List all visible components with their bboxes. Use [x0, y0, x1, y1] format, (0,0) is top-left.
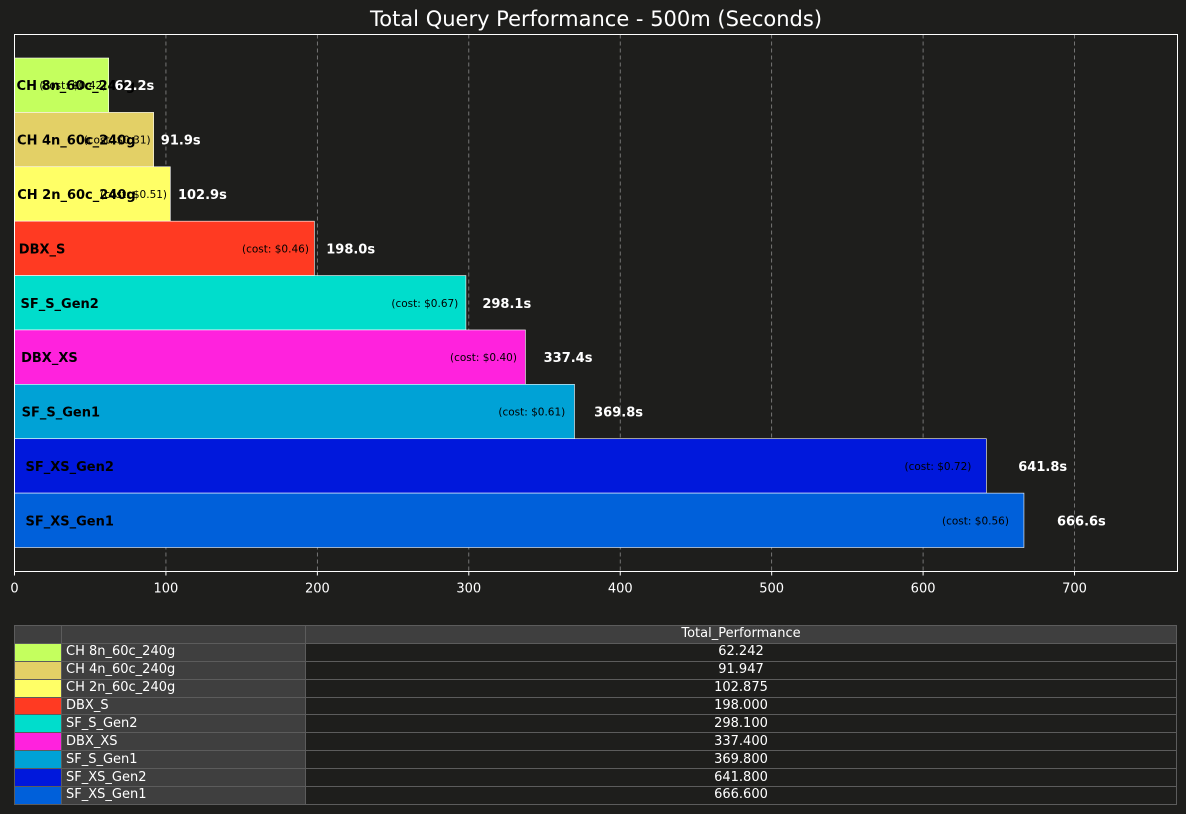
bar-cost-label: (cost: $0.31)	[84, 135, 151, 147]
bar-category-label: SF_S_Gen2	[20, 297, 98, 312]
x-tick-label: 400	[608, 582, 633, 597]
x-tick-label: 700	[1062, 582, 1087, 597]
bar-category-label: DBX_S	[19, 242, 66, 257]
bar-cost-label: (cost: $0.67)	[391, 298, 458, 310]
x-tick-label: 500	[759, 582, 784, 597]
row-value-cell: 641.800	[305, 768, 1177, 788]
table-row: SF_S_Gen2 298.100	[14, 714, 1177, 734]
bar	[14, 329, 526, 385]
x-tick-label: 200	[305, 582, 330, 597]
bar	[14, 492, 1025, 548]
bar-category-label: CH 4n_60c_240g	[17, 134, 136, 149]
color-swatch	[14, 678, 62, 698]
header-total-performance: Total_Performance	[305, 625, 1177, 644]
x-tick-label: 300	[456, 582, 481, 597]
table-row: SF_S_Gen1 369.800	[14, 750, 1177, 770]
bar-value-label: 91.9s	[161, 134, 201, 149]
chart-title: Total Query Performance - 500m (Seconds)	[369, 7, 822, 31]
color-swatch	[14, 786, 62, 805]
row-value-cell: 91.947	[305, 660, 1177, 680]
row-name-cell: SF_XS_Gen2	[61, 768, 306, 788]
row-name-cell: DBX_XS	[61, 732, 306, 752]
bar-category-label: SF_XS_Gen1	[26, 514, 114, 529]
row-name-cell: DBX_S	[61, 696, 306, 716]
x-tick-label: 100	[154, 582, 179, 597]
row-name-cell: CH 8n_60c_240g	[61, 642, 306, 662]
data-table: Total_Performance CH 8n_60c_240g 62.242 CH…	[14, 625, 1177, 805]
bar-cost-label: (cost: $0.40)	[450, 352, 517, 364]
row-name-cell: CH 2n_60c_240g	[61, 678, 306, 698]
header-name-cell	[61, 625, 306, 644]
color-swatch	[14, 768, 62, 788]
x-tick-label: 0	[10, 582, 18, 597]
bar-cost-label: (cost: $0.72)	[904, 461, 971, 473]
bar-cost-label: (cost: $0.46)	[242, 243, 309, 255]
bar-value-label: 666.6s	[1057, 514, 1106, 529]
bar-value-label: 641.8s	[1018, 460, 1067, 475]
table-row: CH 4n_60c_240g 91.947	[14, 660, 1177, 680]
row-value-cell: 298.100	[305, 714, 1177, 734]
color-swatch	[14, 732, 62, 752]
bar-category-label: SF_XS_Gen2	[26, 460, 114, 475]
row-name-cell: SF_S_Gen2	[61, 714, 306, 734]
row-value-cell: 198.000	[305, 696, 1177, 716]
row-value-cell: 102.875	[305, 678, 1177, 698]
table-row: SF_XS_Gen2 641.800	[14, 768, 1177, 788]
bar	[14, 275, 467, 331]
bar-category-label: DBX_XS	[21, 351, 78, 366]
x-tick-label: 600	[911, 582, 936, 597]
bar-category-label: CH 2n_60c_240g	[17, 188, 136, 203]
plot-frame	[14, 34, 1178, 572]
bar-value-label: 62.2s	[114, 79, 154, 94]
table-row: CH 2n_60c_240g 102.875	[14, 678, 1177, 698]
row-value-cell: 62.242	[305, 642, 1177, 662]
color-swatch	[14, 660, 62, 680]
color-swatch	[14, 714, 62, 734]
bar	[14, 384, 575, 440]
bar-value-label: 337.4s	[544, 351, 593, 366]
table-row: DBX_XS 337.400	[14, 732, 1177, 752]
bar-cost-label: (cost: $0.56)	[942, 515, 1009, 527]
row-value-cell: 337.400	[305, 732, 1177, 752]
color-swatch	[14, 642, 62, 662]
row-name-cell: SF_S_Gen1	[61, 750, 306, 770]
table-row: SF_XS_Gen1 666.600	[14, 786, 1177, 805]
bar-value-label: 298.1s	[482, 297, 531, 312]
bar-cost-label: (cost: $0.42)	[39, 80, 106, 92]
row-name-cell: CH 4n_60c_240g	[61, 660, 306, 680]
bar-category-label: SF_S_Gen1	[22, 406, 100, 421]
bar-chart: Total Query Performance - 500m (Seconds)…	[10, 7, 1178, 597]
table-row: DBX_S 198.000	[14, 696, 1177, 716]
color-swatch	[14, 696, 62, 716]
color-swatch	[14, 750, 62, 770]
header-swatch-cell	[14, 625, 62, 644]
row-value-cell: 666.600	[305, 786, 1177, 805]
table-row: CH 8n_60c_240g 62.242	[14, 642, 1177, 662]
row-name-cell: SF_XS_Gen1	[61, 786, 306, 805]
bar	[14, 438, 987, 494]
bar-cost-label: (cost: $0.51)	[100, 189, 167, 201]
table-header-row: Total_Performance	[14, 625, 1177, 644]
bar-cost-label: (cost: $0.61)	[498, 407, 565, 419]
bar-value-label: 369.8s	[594, 406, 643, 421]
bar-value-label: 198.0s	[326, 242, 375, 257]
bar-value-label: 102.9s	[178, 188, 227, 203]
row-value-cell: 369.800	[305, 750, 1177, 770]
bar-category-label: CH 8n_60c_240g	[17, 79, 136, 94]
